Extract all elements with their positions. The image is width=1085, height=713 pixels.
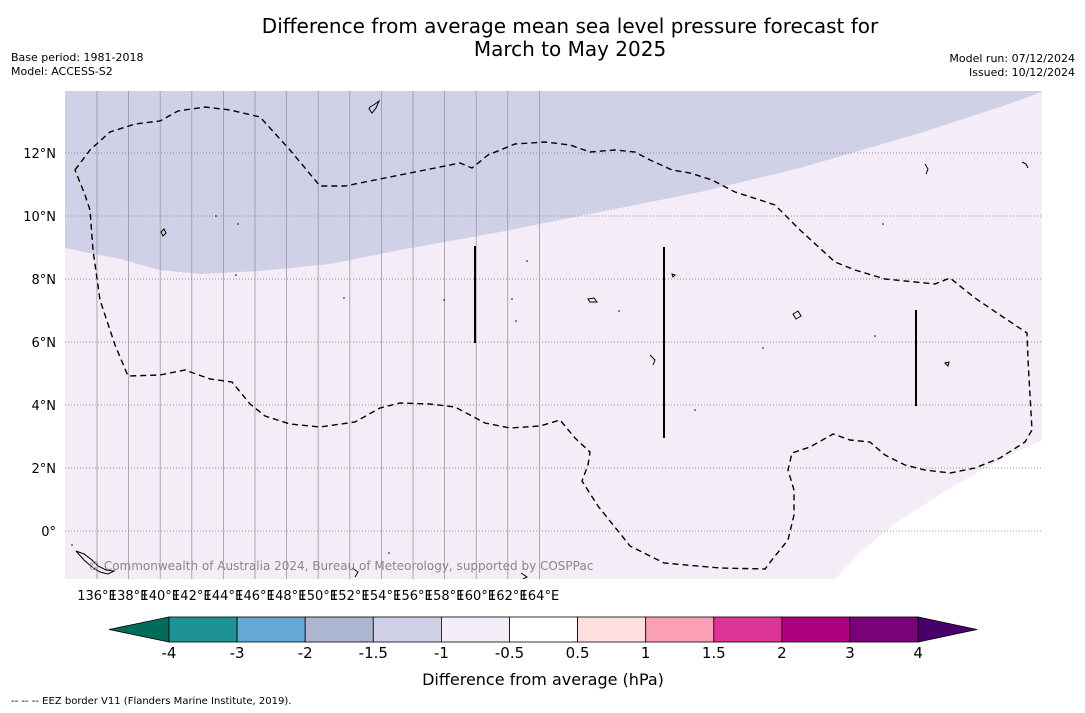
colorbar-tick-label: 1 (641, 644, 651, 662)
latitude-tick-labels: 12°N 10°N 8°N 6°N 4°N 2°N 0° (23, 147, 56, 540)
lon-tick-label: 142°E (172, 589, 212, 604)
lon-tick-label: 160°E (456, 589, 496, 604)
colorbar-tick-label: 4 (913, 644, 923, 662)
colorbar-swatch (440, 616, 510, 643)
colorbar-tick-label: -0.5 (495, 644, 524, 662)
colorbar-swatch (577, 616, 647, 643)
lon-tick-label: 158°E (425, 589, 465, 604)
colorbar-tick-label: -1 (434, 644, 449, 662)
colorbar-tick-label: -1.5 (359, 644, 388, 662)
island-outlines (75, 99, 1029, 579)
colorbar-swatch (304, 616, 374, 643)
lon-tick-label: 154°E (362, 589, 402, 604)
map-title-line1: Difference from average mean sea level p… (261, 14, 879, 38)
colorbar-swatch (168, 616, 238, 643)
colorbar-label: Difference from average (hPa) (422, 670, 664, 689)
lat-tick-label: 4°N (32, 399, 57, 414)
colorbar-swatch (849, 616, 919, 643)
issued-date: Issued: 10/12/2024 (968, 66, 1075, 79)
map-area: © Commonwealth of Australia 2024, Bureau… (65, 91, 1042, 579)
copyright-watermark: © Commonwealth of Australia 2024, Bureau… (88, 559, 593, 573)
lon-tick-label: 162°E (488, 589, 528, 604)
colorbar-tick-label: -2 (298, 644, 313, 662)
colorbar-tick-label: -4 (162, 644, 177, 662)
colorbar-swatch (236, 616, 306, 643)
model-run: Model run: 07/12/2024 (949, 52, 1075, 65)
colorbar-swatch (372, 616, 442, 643)
lon-tick-label: 138°E (109, 589, 149, 604)
base-period: Base period: 1981-2018 (11, 51, 144, 64)
colorbar-under-arrow (108, 616, 170, 643)
colorbar-swatch (713, 616, 783, 643)
lat-tick-label: 8°N (32, 273, 57, 288)
lat-tick-label: 12°N (23, 147, 56, 162)
graticule (65, 91, 1042, 579)
colorbar-swatch (509, 616, 578, 643)
colorbar-tick-label: 3 (845, 644, 855, 662)
model-name: Model: ACCESS-S2 (11, 65, 113, 78)
lon-tick-label: 144°E (204, 589, 244, 604)
colorbar-tick-label: 1.5 (702, 644, 726, 662)
lat-tick-label: 0° (41, 525, 56, 540)
map-title-line2: March to May 2025 (473, 37, 667, 61)
lon-tick-label: 150°E (298, 589, 338, 604)
anomaly-fill-negative (65, 91, 1042, 274)
colorbar-tick-label: 0.5 (566, 644, 590, 662)
atoll-dots (71, 215, 884, 554)
anomaly-fill-neutral (835, 440, 1042, 579)
colorbar-over-arrow (917, 616, 978, 643)
lon-tick-label: 156°E (393, 589, 433, 604)
lat-tick-label: 10°N (23, 210, 56, 225)
lon-tick-label: 148°E (267, 589, 307, 604)
longitude-tick-labels: 136°E138°E140°E142°E144°E146°E148°E150°E… (77, 589, 559, 604)
lon-tick-label: 136°E (77, 589, 117, 604)
colorbar-swatch (781, 616, 851, 643)
lon-tick-label: 146°E (235, 589, 275, 604)
eez-legend-note: -- -- -- EEZ border V11 (Flanders Marine… (11, 696, 292, 707)
lat-tick-label: 2°N (32, 462, 57, 477)
colorbar-swatch (645, 616, 715, 643)
colorbar: -4 -3 -2 -1.5 -1 -0.5 0.5 1 1.5 2 3 4 (108, 616, 978, 662)
colorbar-tick-label: 2 (777, 644, 787, 662)
lon-tick-label: 164°E (520, 589, 560, 604)
lon-tick-label: 140°E (140, 589, 180, 604)
colorbar-tick-label: -3 (230, 644, 245, 662)
lat-tick-label: 6°N (32, 336, 57, 351)
lon-tick-label: 152°E (330, 589, 370, 604)
